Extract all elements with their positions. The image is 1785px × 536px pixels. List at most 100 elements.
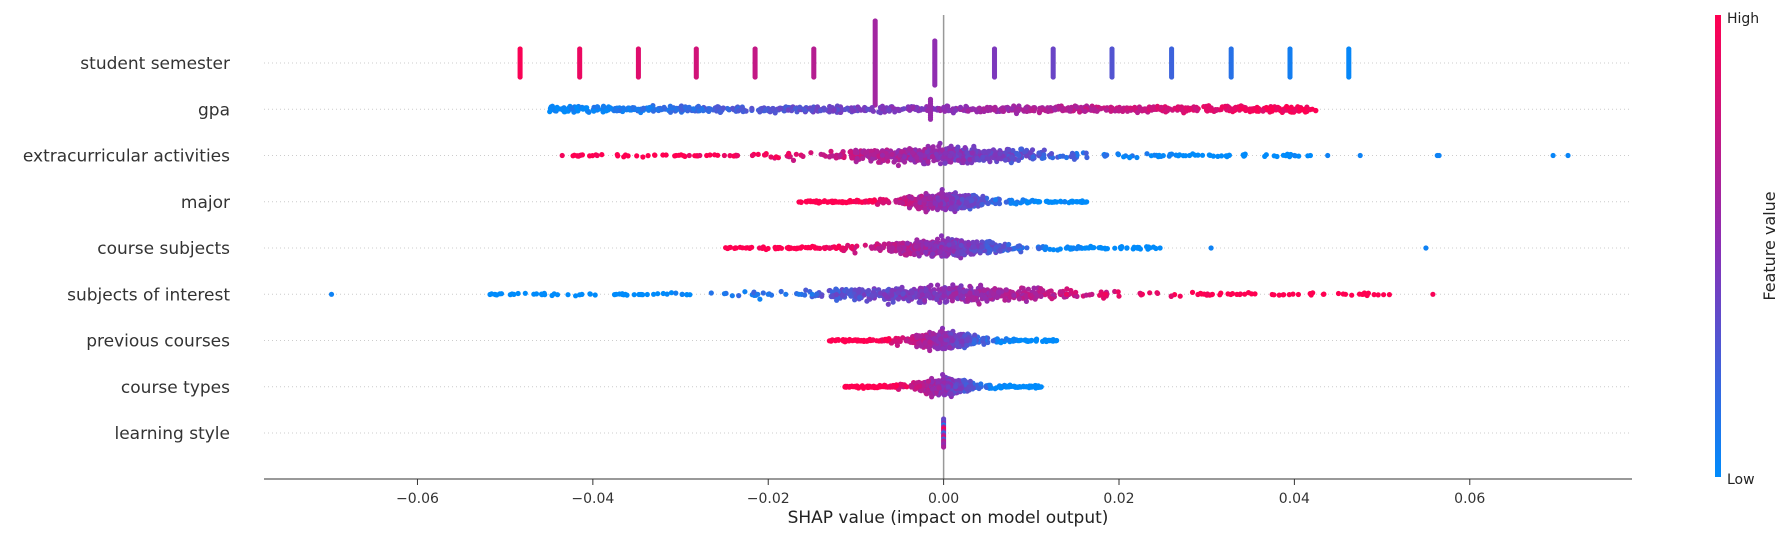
shap-point [1025,338,1031,344]
shap-point [896,199,903,206]
shap-point [913,243,919,250]
shap-point [927,195,933,201]
shap-point [1269,291,1275,298]
shap-point [827,103,833,110]
shap-point [792,105,799,112]
shap-point [715,104,721,110]
shap-point [1009,155,1016,161]
shap-point [785,107,792,113]
shap-point [840,245,846,251]
shap-point [997,151,1003,157]
shap-point [829,337,835,343]
shap-point [1168,293,1174,299]
shap-point [865,106,871,112]
shap-point [1082,108,1088,114]
shap-point [809,291,815,297]
shap-point [896,246,902,252]
shap-point [965,108,971,114]
feature-label: subjects of interest [67,285,230,305]
shap-point [864,338,870,344]
shap-point [730,105,736,111]
feature-label: course types [121,378,230,398]
shap-point [922,340,928,346]
shap-point [1280,152,1286,158]
shap-point [906,194,913,200]
shap-point [1038,286,1044,292]
shap-point [892,109,898,115]
shap-point [944,197,950,203]
shap-point [912,202,919,208]
shap-point [739,245,746,251]
feature-label: extracurricular activities [23,147,230,167]
shap-point [797,104,803,110]
shap-point [942,150,949,156]
shap-point [652,152,658,158]
shap-point [858,337,864,344]
shap-point [840,337,846,343]
shap-point [1068,107,1074,113]
shap-point [894,342,901,348]
shap-point [646,107,652,113]
shap-point [980,335,986,341]
shap-point [785,245,791,251]
shap-point [1019,199,1026,205]
shap-point [1325,152,1331,159]
shap-point [1057,246,1063,252]
shap-point [980,193,986,199]
shap-point [1116,293,1122,299]
shap-point [1031,285,1037,291]
shap-point [967,156,973,163]
shap-point [1003,199,1009,205]
shap-point [1035,245,1042,251]
shap-point [844,106,850,112]
shap-point [959,196,965,202]
shap-point [1018,337,1024,343]
shap-point [735,108,741,114]
shap-point [736,293,742,299]
shap-point [620,105,627,111]
shap-point [971,340,977,346]
shap-point [935,282,941,288]
shap-point [802,107,808,113]
shap-point [1034,336,1040,342]
shap-point [828,148,834,154]
shap-point [614,108,620,114]
shap-point [929,154,936,160]
shap-point [992,197,999,203]
shap-point [936,106,942,112]
shap-point [777,244,783,251]
shap-point [818,108,824,114]
shap-point [1083,150,1089,156]
shap-point [1195,152,1201,158]
shap-point [679,291,685,297]
shap-point [828,198,834,204]
shap-point [1305,153,1311,159]
shap-point [673,290,679,296]
shap-point [765,291,771,297]
shap-point [909,290,915,296]
shap-point [1023,105,1029,111]
shap-point [328,291,335,297]
shap-point [835,337,841,343]
shap-point [1073,199,1079,205]
shap-point [955,144,961,150]
shap-point [992,152,998,158]
shap-point [908,156,914,162]
shap-point [1057,289,1063,295]
shap-point [1130,246,1136,252]
shap-point [663,152,669,158]
shap-point [948,294,954,300]
shap-point [967,283,973,289]
shap-point [848,245,855,251]
shap-point [924,241,930,247]
shap-point [947,344,953,351]
shap-point [1197,290,1204,296]
shap-point [919,292,926,298]
shap-point [1215,153,1221,159]
shap-point [1565,152,1571,159]
shap-point [1150,106,1156,112]
shap-point [1436,152,1442,159]
shap-point [964,200,970,206]
shap-point [1035,199,1041,205]
